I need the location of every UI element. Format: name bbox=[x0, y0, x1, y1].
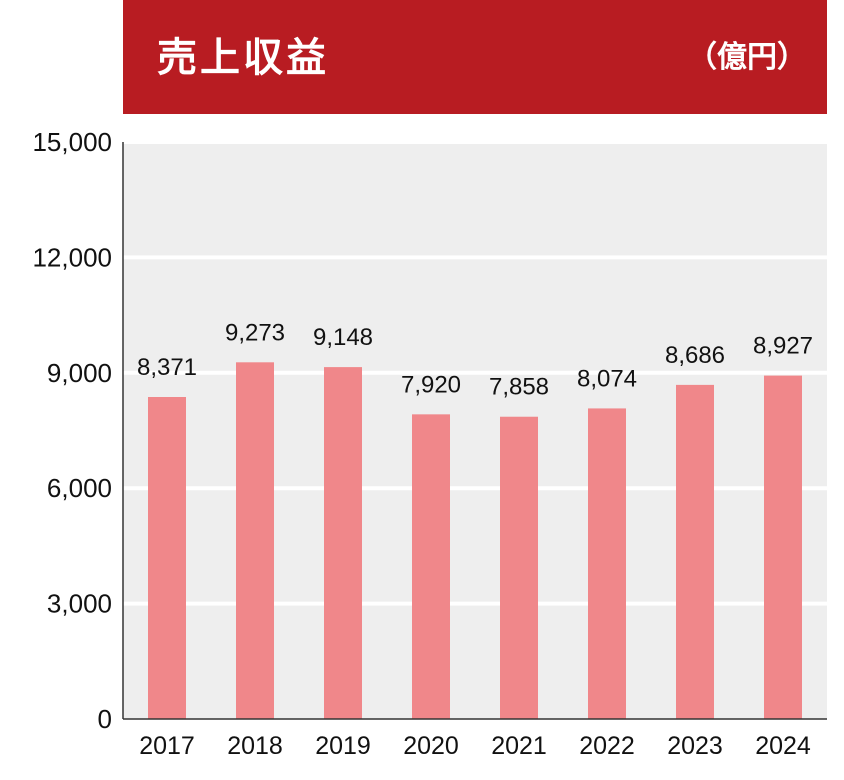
data-label: 8,371 bbox=[137, 354, 197, 381]
bar bbox=[324, 367, 362, 719]
x-tick-label: 2017 bbox=[139, 732, 195, 760]
bar bbox=[148, 396, 186, 719]
bar bbox=[764, 375, 802, 719]
bar bbox=[412, 414, 450, 719]
x-tick-label: 2018 bbox=[227, 732, 283, 760]
bar bbox=[676, 384, 714, 719]
y-tick-label: 15,000 bbox=[32, 127, 112, 157]
y-tick-label: 6,000 bbox=[47, 473, 112, 503]
plot-area bbox=[123, 142, 827, 719]
bar bbox=[236, 362, 274, 719]
x-tick-label: 2023 bbox=[667, 732, 723, 760]
data-label: 7,858 bbox=[489, 374, 549, 401]
chart-header: 売上収益 （億円） bbox=[123, 0, 827, 114]
data-label: 8,927 bbox=[753, 333, 813, 360]
y-tick-label: 12,000 bbox=[32, 242, 112, 272]
data-label: 9,148 bbox=[313, 324, 373, 351]
x-tick-label: 2024 bbox=[755, 732, 811, 760]
data-label: 9,273 bbox=[225, 319, 285, 346]
unit-label: （億円） bbox=[687, 41, 807, 74]
y-tick-label: 0 bbox=[98, 704, 112, 734]
y-tick-label: 9,000 bbox=[47, 358, 112, 388]
data-label: 8,686 bbox=[665, 342, 725, 369]
bar bbox=[500, 416, 538, 719]
data-label: 7,920 bbox=[401, 371, 461, 398]
x-tick-label: 2020 bbox=[403, 732, 459, 760]
chart-title: 売上収益 bbox=[157, 36, 329, 80]
x-tick-label: 2019 bbox=[315, 732, 371, 760]
y-tick-label: 3,000 bbox=[47, 589, 112, 619]
bar bbox=[588, 408, 626, 719]
x-tick-label: 2021 bbox=[491, 732, 547, 760]
data-label: 8,074 bbox=[577, 365, 637, 392]
x-tick-label: 2022 bbox=[579, 732, 635, 760]
